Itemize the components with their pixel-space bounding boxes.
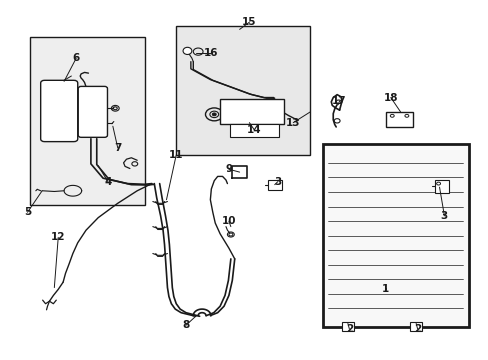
Text: 2: 2 [413,324,420,334]
Text: 8: 8 [182,320,189,330]
Bar [341,321,353,331]
Text: 17: 17 [331,96,346,106]
Bar [322,144,468,327]
Text: 16: 16 [203,48,218,58]
Bar [409,321,422,331]
Text: 10: 10 [221,216,236,226]
Bar [267,180,281,190]
Text: 6: 6 [73,53,80,63]
Text: 4: 4 [104,177,111,187]
Circle shape [212,113,216,116]
Text: 1: 1 [382,284,389,294]
FancyBboxPatch shape [41,80,78,141]
Bar [176,26,310,155]
Text: 3: 3 [440,211,447,221]
Text: 2: 2 [345,324,352,334]
FancyBboxPatch shape [78,86,107,137]
Text: 13: 13 [285,118,300,128]
Text: 18: 18 [383,93,397,103]
Bar [30,37,144,205]
Text: 7: 7 [114,143,121,153]
Bar [385,112,412,127]
Bar [229,125,278,137]
Text: 9: 9 [225,164,232,174]
Text: 3: 3 [273,177,281,187]
Text: 5: 5 [24,207,31,217]
Text: 12: 12 [51,232,65,242]
Ellipse shape [183,47,191,54]
Text: 14: 14 [246,125,261,135]
Text: 11: 11 [169,150,183,160]
FancyBboxPatch shape [220,99,283,125]
Bar [434,180,448,193]
Text: 15: 15 [242,17,256,27]
